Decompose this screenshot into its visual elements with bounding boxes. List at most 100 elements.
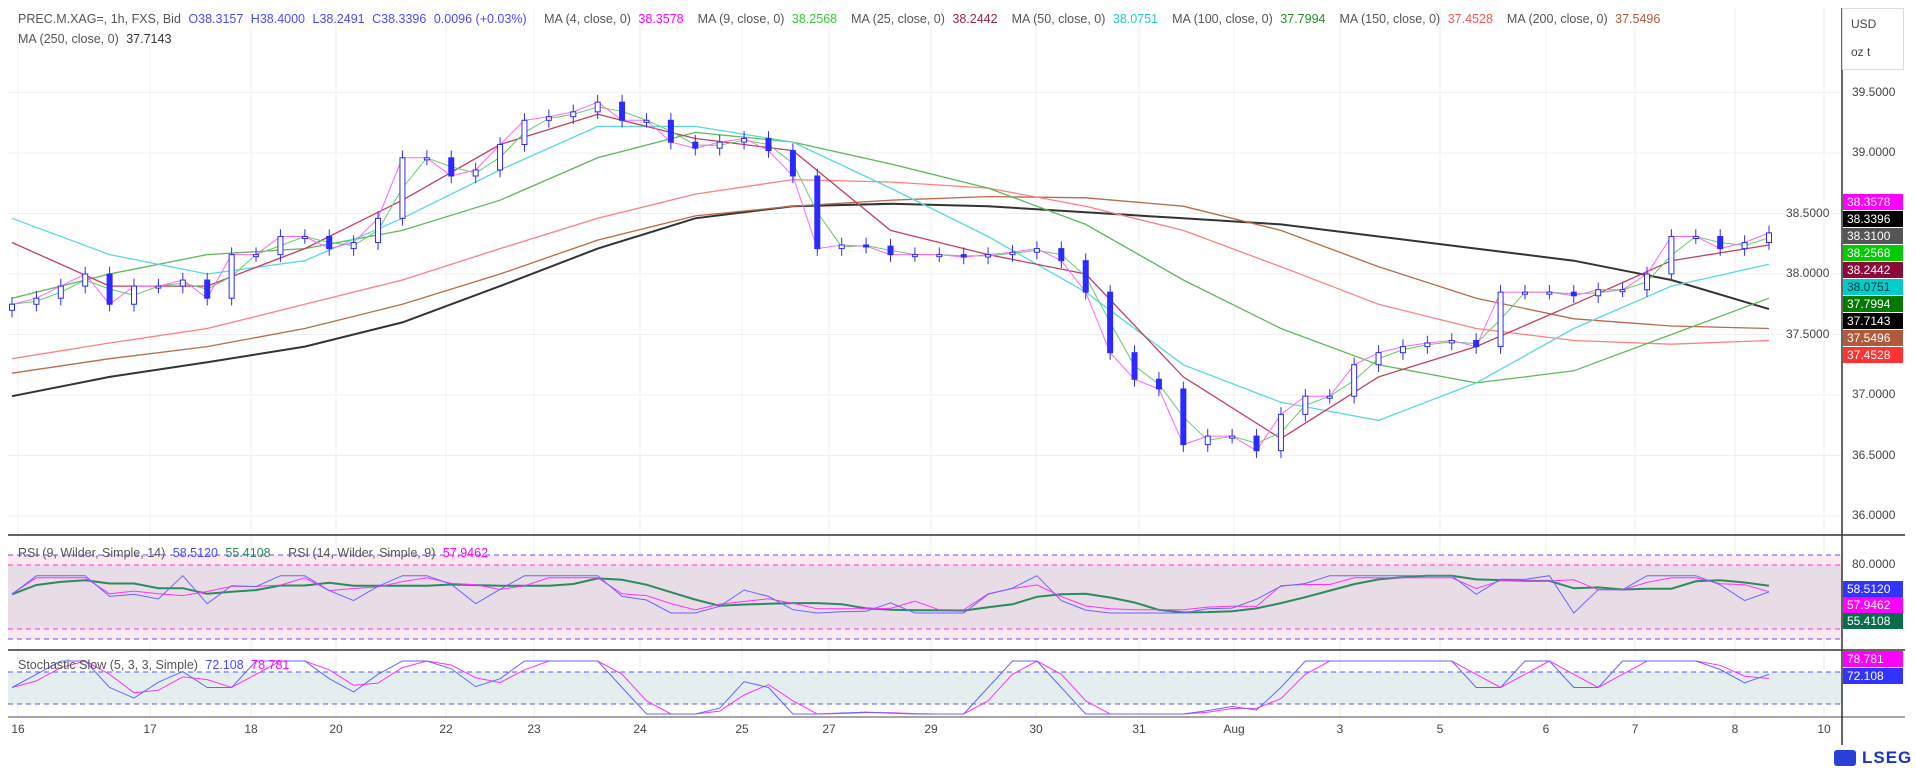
candle-body — [619, 101, 626, 121]
candle-body — [1229, 435, 1236, 439]
candle-body — [204, 279, 211, 299]
ma-legend-label: MA (150, close, 0) — [1339, 12, 1441, 26]
rsi-legend: RSI (9, Wilder, Simple, 14) 58.5120 55.4… — [18, 546, 492, 560]
x-axis-label: 7 — [1631, 722, 1639, 736]
stoch-value-tag: 78.781 — [1843, 651, 1903, 667]
candle-body — [1082, 260, 1089, 293]
unit-label: oz t — [1851, 45, 1871, 59]
candle-body — [1595, 289, 1602, 297]
ma-legend-value: 38.2442 — [948, 12, 998, 26]
stoch-d-value: 78.781 — [251, 658, 290, 672]
rsi-value-tag: 57.9462 — [1843, 597, 1903, 613]
candle-body — [1741, 242, 1748, 250]
ma-legend-label: MA (250, close, 0) — [18, 32, 119, 46]
price-tick-label: 37.5000 — [1784, 326, 1832, 341]
candle-body — [228, 254, 235, 299]
candle-body — [1131, 352, 1138, 380]
lseg-logo: LSEG — [1862, 748, 1913, 767]
candle-body — [521, 119, 528, 146]
x-axis-label: 24 — [633, 722, 647, 736]
ma-legend-label: MA (100, close, 0) — [1172, 12, 1273, 26]
rsi-value-tag: 58.5120 — [1843, 581, 1903, 597]
currency-label: USD — [1851, 17, 1877, 31]
candle-body — [448, 157, 455, 177]
x-axis-label: 31 — [1132, 722, 1146, 736]
candle-body — [1033, 248, 1040, 253]
candle-body — [375, 217, 382, 244]
price-tick-label: 38.5000 — [1784, 205, 1832, 220]
price-tag: 37.7143 — [1843, 313, 1903, 329]
x-axis-label: 18 — [244, 722, 258, 736]
ma-legend-label: MA (9, close, 0) — [697, 12, 785, 26]
candle-body — [1766, 232, 1772, 244]
candle-body — [545, 116, 552, 121]
candle-body — [1009, 251, 1016, 256]
candle-body — [1497, 291, 1504, 348]
currency-unit-box: USD oz t — [1842, 8, 1904, 70]
candle-body — [1521, 291, 1528, 295]
ma-legend-label: MA (25, close, 0) — [851, 12, 945, 26]
x-axis-label: 17 — [143, 722, 157, 736]
candle-body — [960, 254, 967, 258]
candle-body — [789, 150, 796, 177]
ma-legend-value: 38.0751 — [1109, 12, 1159, 26]
rsi-value-tag: 55.4108 — [1843, 613, 1903, 629]
ma-line — [11, 178, 1770, 360]
candle-body — [1717, 235, 1724, 250]
price-tick-label: 37.0000 — [1852, 387, 1896, 401]
ohlc-open: O38.3157 — [188, 12, 244, 26]
rsi-label-2: RSI (14, Wilder, Simple, 9) — [288, 546, 436, 560]
candle-body — [1473, 340, 1480, 348]
x-axis-label: 29 — [924, 722, 938, 736]
candle-body — [1277, 413, 1284, 452]
price-tick-label: 38.0000 — [1784, 266, 1832, 280]
candle-body — [326, 235, 333, 250]
price-tag: 38.3578 — [1843, 194, 1903, 210]
candle-body — [887, 245, 894, 256]
x-axis-label: 23 — [527, 722, 541, 736]
candle-body — [1326, 395, 1333, 399]
stoch-k-value: 72.108 — [205, 658, 244, 672]
candle-body — [936, 254, 943, 258]
candle-body — [1570, 291, 1577, 297]
candle-body — [667, 119, 674, 143]
candle-body — [1155, 378, 1162, 390]
candle-body — [1643, 273, 1650, 291]
x-axis-label: 5 — [1436, 722, 1444, 736]
ma-line — [11, 202, 1770, 398]
candle-body — [765, 137, 772, 152]
x-axis-label: 8 — [1731, 722, 1739, 736]
rsi-signal-value: 55.4108 — [225, 546, 271, 560]
main-legend-line1: PREC.M.XAG=, 1h, FXS, Bid O38.3157 H38.4… — [18, 12, 1668, 26]
ma-legend-value: 37.4528 — [1444, 12, 1493, 26]
candle-body — [253, 254, 260, 258]
x-axis-label: 16 — [11, 722, 25, 736]
price-tick-label: 39.0000 — [1852, 145, 1896, 159]
price-tag: 38.2568 — [1843, 245, 1903, 261]
x-axis-label: 10 — [1817, 722, 1831, 736]
price-tag: 38.3100 — [1843, 228, 1903, 244]
ohlc-close: C38.3396 — [372, 12, 427, 26]
candle-body — [1204, 435, 1211, 446]
price-tick-label: 36.5000 — [1852, 447, 1896, 462]
candle-body — [1424, 342, 1431, 348]
ohlc-high: H38.4000 — [250, 12, 306, 26]
ma-line — [11, 125, 1770, 422]
rsi-value-1: 58.5120 — [172, 546, 218, 560]
rsi-14-line — [11, 577, 1770, 611]
price-tag: 38.3396 — [1843, 211, 1903, 227]
candle-body — [1351, 364, 1358, 397]
candle-body — [423, 157, 430, 161]
candle-body — [1058, 248, 1065, 262]
candle-body — [301, 235, 308, 239]
x-axis-label: 20 — [329, 722, 343, 736]
candle-body — [838, 244, 845, 250]
stoch-k-line — [11, 660, 1770, 715]
candle-body — [33, 297, 40, 305]
candle-body — [1107, 291, 1114, 354]
candle-body — [131, 285, 138, 305]
ma-legend-value: 38.2568 — [788, 12, 838, 26]
x-axis-label: Aug — [1223, 722, 1245, 736]
rsi-value-2: 57.9462 — [442, 546, 489, 560]
